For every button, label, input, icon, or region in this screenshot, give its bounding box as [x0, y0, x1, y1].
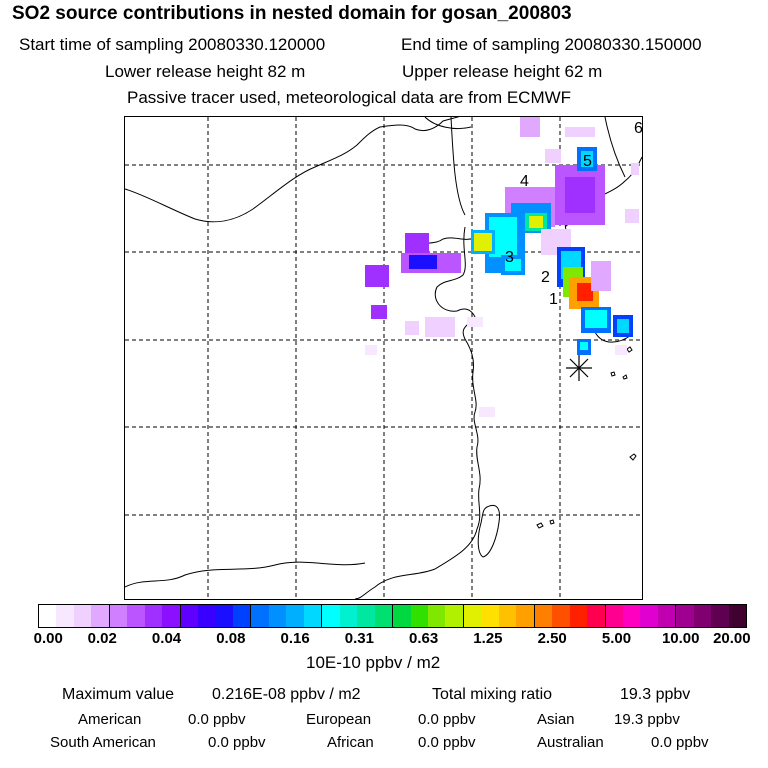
map-panel: 1 2 3 4 5 6	[124, 116, 643, 600]
marker-4: 4	[520, 173, 529, 190]
colorbar-cell	[268, 605, 287, 627]
marker-3: 3	[505, 249, 514, 266]
colorbar-cell	[198, 605, 216, 627]
colorbar-cell	[232, 605, 252, 627]
colorbar-tick-label: 2.50	[537, 630, 567, 647]
colorbar-cell	[711, 605, 729, 627]
colorbar-cell	[56, 605, 74, 627]
concentration-field	[365, 117, 639, 417]
colorbar-cell	[605, 605, 623, 627]
marker-2: 2	[541, 269, 550, 286]
colorbar-cell	[569, 605, 588, 627]
colorbar-cell	[676, 605, 694, 627]
map-canvas	[125, 117, 642, 599]
colorbar-cell	[481, 605, 499, 627]
american-value: 0.0 ppbv	[188, 711, 246, 728]
african-value: 0.0 ppbv	[418, 734, 476, 751]
colorbar-cell	[410, 605, 428, 627]
marker-5: 5	[583, 153, 592, 170]
colorbar-cell	[73, 605, 92, 627]
colorbar-cell	[180, 605, 199, 627]
colorbar-cell	[498, 605, 517, 627]
colorbar	[38, 604, 747, 628]
south-american-value: 0.0 ppbv	[208, 734, 266, 751]
colorbar-cell	[91, 605, 110, 627]
colorbar-cell	[339, 605, 358, 627]
colorbar-cell	[251, 605, 269, 627]
colorbar-cell	[587, 605, 606, 627]
south-american-label: South American	[50, 734, 156, 751]
colorbar-cell	[286, 605, 304, 627]
colorbar-cell	[144, 605, 163, 627]
max-label: Maximum value	[62, 686, 175, 703]
colorbar-tick-label: 5.00	[601, 630, 632, 647]
colorbar-cell	[640, 605, 658, 627]
colorbar-tick-label: 0.08	[216, 630, 246, 647]
total-value: 19.3 ppbv	[620, 686, 691, 703]
colorbar-tick-label: 0.04	[151, 630, 182, 647]
receptor-star	[566, 355, 592, 381]
colorbar-cell	[109, 605, 128, 627]
colorbar-cell	[162, 605, 181, 627]
colorbar-cell	[693, 605, 712, 627]
marker-1: 1	[549, 291, 558, 308]
colorbar-tick-label: 1.25	[473, 630, 503, 647]
max-value: 0.216E-08 ppbv / m2	[212, 686, 361, 703]
colorbar-cell	[303, 605, 323, 627]
colorbar-cell	[127, 605, 145, 627]
colorbar-tick-label: 0.16	[280, 630, 310, 647]
american-label: American	[78, 711, 142, 728]
end-time: End time of sampling 20080330.150000	[401, 35, 702, 54]
upper-release-height: Upper release height 62 m	[402, 62, 603, 81]
colorbar-cell	[427, 605, 446, 627]
australian-label: Australian	[537, 734, 604, 751]
european-label: European	[306, 711, 372, 728]
tracer-note: Passive tracer used, meteorological data…	[127, 88, 572, 107]
european-value: 0.0 ppbv	[418, 711, 476, 728]
colorbar-cell	[393, 605, 411, 627]
colorbar-cell	[622, 605, 641, 627]
colorbar-cell	[516, 605, 535, 627]
colorbar-tick-label: 0.63	[409, 630, 439, 647]
asian-label: Asian	[537, 711, 575, 728]
colorbar-cell	[657, 605, 677, 627]
map-title: SO2 source contributions in nested domai…	[12, 3, 572, 24]
colorbar-cell	[534, 605, 553, 627]
lower-release-height: Lower release height 82 m	[105, 62, 306, 81]
african-label: African	[327, 734, 374, 751]
total-label: Total mixing ratio	[432, 686, 553, 703]
asian-value: 19.3 ppbv	[614, 711, 680, 728]
colorbar-cell	[322, 605, 340, 627]
colorbar-cell	[215, 605, 233, 627]
colorbar-unit: 10E-10 ppbv / m2	[306, 653, 441, 672]
colorbar-cell	[552, 605, 570, 627]
colorbar-tick-label: 0.00	[33, 630, 63, 647]
colorbar-cell	[357, 605, 375, 627]
colorbar-tick-label: 10.00	[661, 630, 700, 647]
colorbar-cell	[39, 605, 57, 627]
colorbar-tick-label: 20.00	[713, 630, 751, 647]
colorbar-cell	[463, 605, 482, 627]
colorbar-tick-label: 0.02	[87, 630, 117, 647]
colorbar-tick-label: 0.31	[344, 630, 374, 647]
colorbar-cell	[445, 605, 464, 627]
islands	[477, 346, 637, 558]
australian-value: 0.0 ppbv	[651, 734, 709, 751]
colorbar-cell	[728, 605, 747, 627]
colorbar-cell	[374, 605, 394, 627]
start-time: Start time of sampling 20080330.120000	[19, 35, 326, 54]
marker-6: 6	[634, 120, 643, 137]
